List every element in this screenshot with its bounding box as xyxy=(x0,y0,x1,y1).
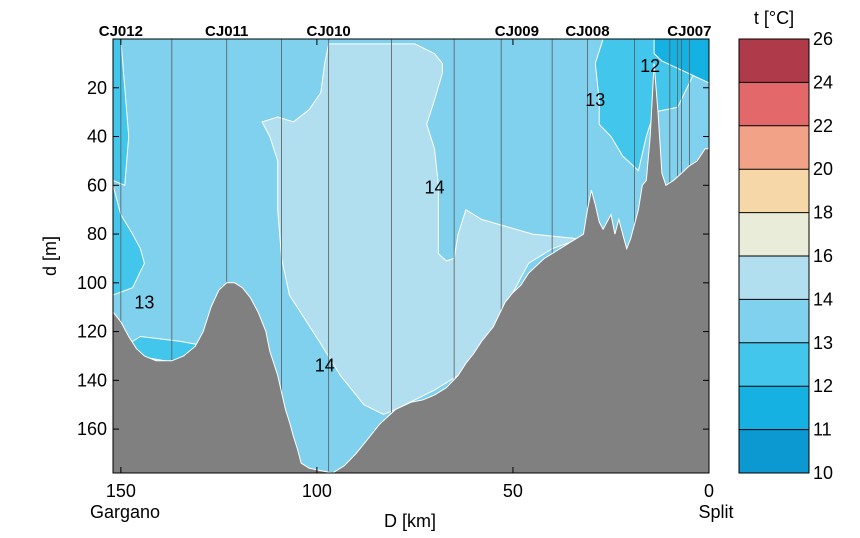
colorbar-swatch xyxy=(739,299,809,343)
station-label: CJ009 xyxy=(495,23,539,40)
x-tick-label: 50 xyxy=(503,481,523,501)
station-label: CJ010 xyxy=(307,23,351,40)
x-axis-label: D [km] xyxy=(384,511,436,531)
contour-label: 14 xyxy=(425,178,445,198)
y-tick-label: 100 xyxy=(77,273,107,293)
x-tick-label: 100 xyxy=(302,481,332,501)
contour-label: 14 xyxy=(315,356,335,376)
colorbar-title: t [°C] xyxy=(754,8,794,28)
y-tick-label: 60 xyxy=(87,175,107,195)
end-label-split: Split xyxy=(698,502,733,522)
colorbar-tick-label: 10 xyxy=(813,463,833,483)
water-14-16-core xyxy=(261,43,580,416)
colorbar-swatch xyxy=(739,342,809,387)
colorbar-swatch xyxy=(739,256,809,300)
station-label: CJ012 xyxy=(99,23,143,40)
colorbar-tick-label: 22 xyxy=(813,116,833,136)
colorbar-tick-label: 16 xyxy=(813,246,833,266)
plot-overlay: 13 14 14 13 12 xyxy=(134,56,660,376)
contour-label: 13 xyxy=(134,292,154,312)
y-tick-label: 20 xyxy=(87,78,107,98)
colorbar-swatch xyxy=(739,429,809,473)
station-label: CJ008 xyxy=(565,23,609,40)
colorbar-tick-label: 12 xyxy=(813,376,833,396)
axes: CJ012 CJ011 CJ010 CJ009 CJ008 CJ007 150 100 50 0 2… xyxy=(77,23,714,501)
colorbar-swatch xyxy=(739,82,809,126)
plot-area xyxy=(113,39,709,473)
y-tick-label: 80 xyxy=(87,224,107,244)
contour-label: 12 xyxy=(640,56,660,76)
colorbar-swatch xyxy=(739,125,809,170)
contour-label: 13 xyxy=(585,90,605,110)
colorbar-swatch xyxy=(739,169,809,213)
colorbar-tick-label: 24 xyxy=(813,72,833,92)
colorbar-swatch xyxy=(739,212,809,256)
colorbar-tick-label: 26 xyxy=(813,29,833,49)
y-axis-label: d [m] xyxy=(40,236,60,276)
y-tick-label: 160 xyxy=(77,419,107,439)
colorbar-tick-label: 13 xyxy=(813,333,833,353)
x-tick-label: 0 xyxy=(704,481,714,501)
y-tick-label: 40 xyxy=(87,127,107,147)
colorbar-tick-label: 11 xyxy=(813,420,832,440)
plot-frame xyxy=(112,38,710,474)
colorbar-swatch xyxy=(739,386,809,430)
colorbar-swatch xyxy=(739,39,809,83)
colorbar-tick-label: 14 xyxy=(813,289,833,309)
station-label: CJ007 xyxy=(667,23,711,40)
colorbar-tick-label: 18 xyxy=(813,203,833,223)
x-tick-label: 150 xyxy=(106,481,136,501)
colorbar-frame xyxy=(738,38,810,474)
colorbar-tick-label: 20 xyxy=(813,159,833,179)
seafloor xyxy=(113,63,709,473)
y-tick-label: 140 xyxy=(77,370,107,390)
y-tick-label: 120 xyxy=(77,322,107,342)
colorbar: t [°C] 10 11 12 13 14 16 18 20 22 24 26 xyxy=(738,8,833,483)
station-label: CJ011 xyxy=(205,23,248,40)
end-label-gargano: Gargano xyxy=(90,502,160,522)
